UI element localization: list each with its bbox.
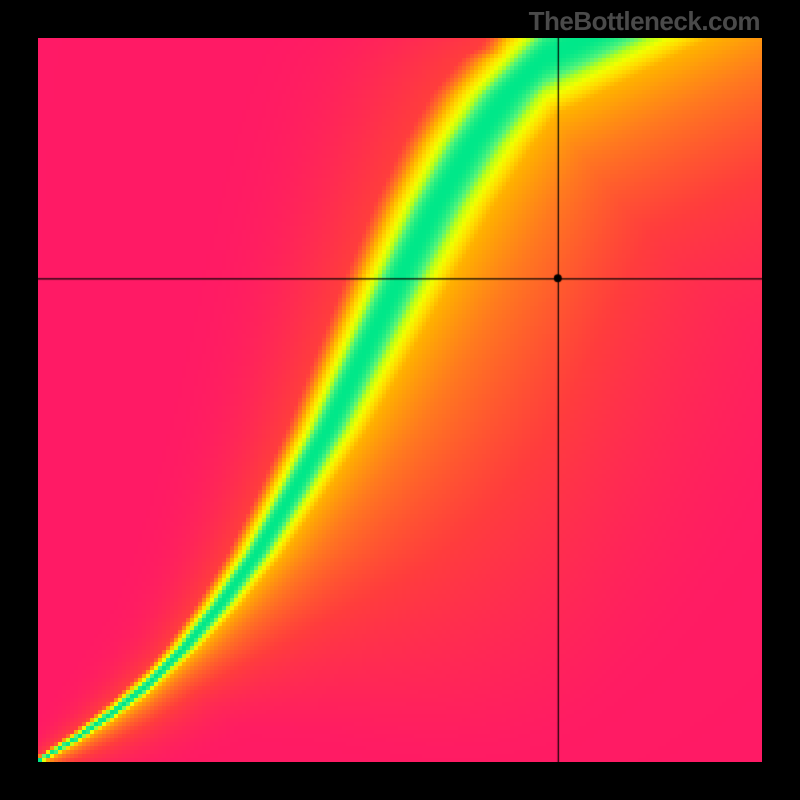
- bottleneck-heatmap: [38, 38, 762, 762]
- watermark-text: TheBottleneck.com: [529, 6, 760, 37]
